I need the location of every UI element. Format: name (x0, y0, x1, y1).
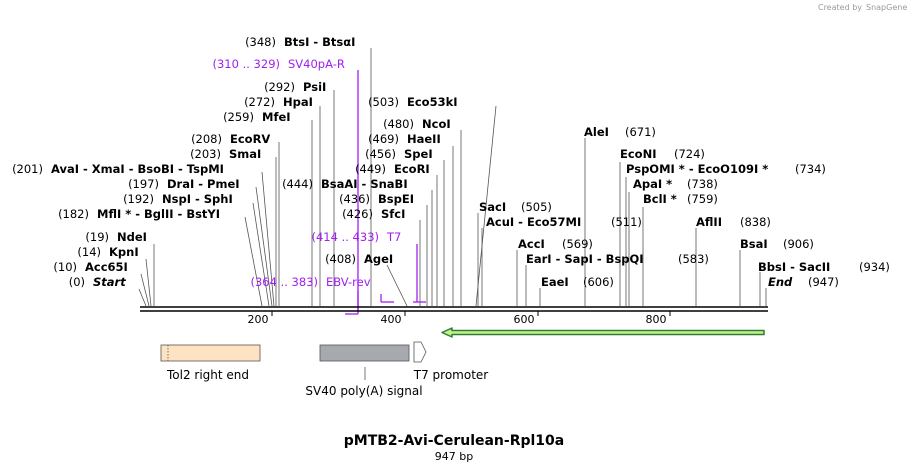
site-pos-alei: (671) (625, 125, 656, 139)
site-name-ecori: EcoRI (394, 162, 430, 176)
site-pos-acc65i: (10) (53, 260, 77, 274)
site-pos-sfci: (426) (342, 207, 373, 221)
orf-arrow[interactable] (441, 327, 765, 338)
site-pos-btsi: (348) (245, 35, 276, 49)
site-pos-drai: (197) (128, 177, 159, 191)
t7-promoter-feature[interactable] (413, 341, 427, 363)
site-name-hpai: HpaI (283, 95, 313, 109)
leader-lines (138, 48, 767, 307)
site-name-ecorv: EcoRV (230, 132, 270, 146)
site-name-bcli: BclI * (643, 192, 677, 206)
primer-marks (345, 70, 426, 315)
site-pos-haeii: (469) (368, 132, 399, 146)
site-pos-saci: (505) (521, 200, 552, 214)
site-name-start: Start (93, 275, 126, 289)
site-name-drai: DraI - PmeI (167, 177, 240, 191)
site-pos-ecori: (449) (355, 162, 386, 176)
primer-name-ebvrev: EBV-rev (326, 275, 371, 289)
site-pos-agei: (408) (325, 252, 356, 266)
site-name-avai: AvaI - XmaI - BsoBI - TspMI (51, 162, 224, 176)
site-pos-eari: (583) (678, 252, 709, 266)
site-name-end: End (768, 275, 793, 289)
site-pos-ndei: (19) (85, 230, 109, 244)
site-pos-psii: (292) (264, 80, 295, 94)
site-name-kpni: KpnI (109, 245, 139, 259)
snapgene-logo: SnapGene (866, 3, 907, 12)
site-pos-ecorv: (208) (191, 132, 222, 146)
site-pos-hpai: (272) (244, 95, 275, 109)
site-name-nspi: NspI - SphI (162, 192, 233, 206)
site-pos-econi: (724) (674, 147, 705, 161)
site-name-acui: AcuI - Eco57MI (486, 215, 581, 229)
site-name-smai: SmaI (229, 147, 261, 161)
primer-range-t7: (414 .. 433) (312, 230, 380, 244)
site-name-aflii: AflII (696, 215, 722, 229)
map-length: 947 bp (435, 450, 473, 463)
site-name-bspei: BspEI (378, 192, 414, 206)
tick-400: 400 (381, 313, 402, 326)
site-pos-bbsi: (934) (859, 260, 890, 274)
site-name-acci: AccI (518, 237, 545, 251)
site-name-bsai: BsaI (740, 237, 768, 251)
tick-200: 200 (248, 313, 269, 326)
site-pos-mfei: (259) (223, 110, 254, 124)
site-name-agei: AgeI (364, 252, 393, 266)
site-pos-end: (947) (808, 275, 839, 289)
site-name-btsi: BtsI - BtsαI (284, 35, 355, 49)
site-name-spei: SpeI (404, 147, 433, 161)
feature-label-sv40: SV40 poly(A) signal (305, 384, 422, 398)
site-pos-acci: (569) (562, 237, 593, 251)
site-pos-nspi: (192) (123, 192, 154, 206)
site-pos-kpni: (14) (77, 245, 101, 259)
site-pos-pspomi: (734) (795, 162, 826, 176)
sv40-polya-feature[interactable] (319, 344, 410, 362)
site-name-saci: SacI (479, 200, 506, 214)
site-pos-start: (0) (69, 275, 85, 289)
ruler-ticks (271, 311, 671, 316)
feature-label-tol2: Tol2 right end (166, 368, 249, 382)
primer-range-sv40par: (310 .. 329) (213, 57, 281, 71)
site-name-mfli: MflI * - BglII - BstYI (97, 207, 220, 221)
site-pos-spei: (456) (365, 147, 396, 161)
site-pos-bsaai: (444) (282, 177, 313, 191)
site-pos-bspei: (436) (339, 192, 370, 206)
site-name-mfei: MfeI (262, 110, 291, 124)
tick-600: 600 (514, 313, 535, 326)
site-pos-eco53ki: (503) (368, 95, 399, 109)
site-name-psii: PsiI (303, 80, 326, 94)
site-pos-aflii: (838) (740, 215, 771, 229)
site-name-ncoi: NcoI (422, 117, 451, 131)
site-name-acc65i: Acc65I (85, 260, 128, 274)
site-name-bbsi: BbsI - SacII (758, 260, 830, 274)
site-pos-mfli: (182) (58, 207, 89, 221)
site-pos-bcli: (759) (687, 192, 718, 206)
site-pos-eaei: (606) (583, 275, 614, 289)
site-name-eari: EarI - SapI - BspQI (526, 252, 644, 266)
site-name-alei: AleI (584, 125, 609, 139)
site-name-ndei: NdeI (117, 230, 147, 244)
site-name-sfci: SfcI (381, 207, 405, 221)
site-name-econi: EcoNI (620, 147, 656, 161)
primer-name-t7: T7 (386, 230, 401, 244)
tol2-right-end-feature[interactable] (160, 344, 261, 362)
feature-label-t7: T7 promoter (413, 368, 489, 382)
site-name-eco53ki: Eco53kI (407, 95, 458, 109)
map-title: pMTB2-Avi-Cerulean-Rpl10a (344, 433, 565, 449)
site-pos-ncoi: (480) (383, 117, 414, 131)
site-name-eaei: EaeI (541, 275, 569, 289)
site-name-apai: ApaI * (633, 177, 672, 191)
primer-range-ebvrev: (364 .. 383) (251, 275, 319, 289)
site-pos-acui: (511) (611, 215, 642, 229)
site-pos-avai: (201) (12, 162, 43, 176)
tick-800: 800 (646, 313, 667, 326)
site-name-pspomi: PspOMI * - EcoO109I * (626, 162, 768, 176)
credit-prefix: Created by (818, 3, 862, 12)
site-name-haeii: HaeII (407, 132, 441, 146)
site-name-bsaai: BsaAI - SnaBI (321, 177, 408, 191)
site-pos-bsai: (906) (783, 237, 814, 251)
site-pos-apai: (738) (687, 177, 718, 191)
primer-name-sv40par: SV40pA-R (288, 57, 345, 71)
site-pos-smai: (203) (190, 147, 221, 161)
